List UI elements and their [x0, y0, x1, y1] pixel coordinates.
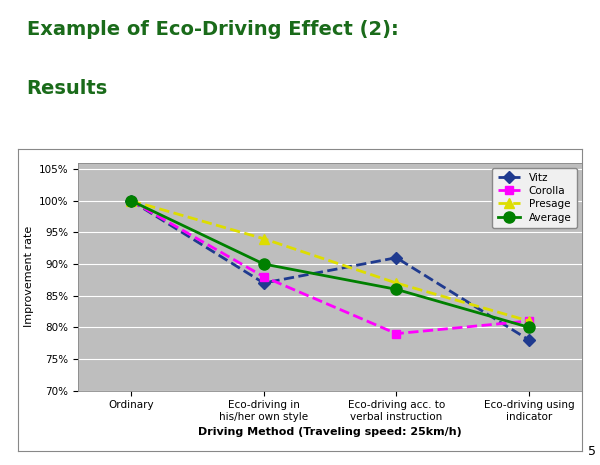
- Text: by energy-saving driving: by energy-saving driving: [206, 206, 394, 219]
- Vitz: [393, 255, 400, 260]
- Average: [127, 198, 134, 204]
- Line: Corolla: Corolla: [127, 197, 533, 338]
- Text: 5: 5: [589, 445, 596, 458]
- Corolla: [393, 331, 400, 337]
- Legend: Vitz, Corolla, Presage, Average: Vitz, Corolla, Presage, Average: [493, 168, 577, 228]
- Presage: [526, 318, 533, 324]
- Presage: [260, 236, 267, 241]
- Average: [393, 286, 400, 292]
- Average: [526, 325, 533, 330]
- Line: Vitz: Vitz: [127, 197, 533, 344]
- Presage: [127, 198, 134, 204]
- Vitz: [526, 337, 533, 343]
- Average: [260, 261, 267, 267]
- Text: Results: Results: [26, 79, 108, 98]
- Corolla: [127, 198, 134, 204]
- Text: Improvement of Fuel Consumption: Improvement of Fuel Consumption: [170, 173, 430, 186]
- Text: Example of Eco-Driving Effect (2):: Example of Eco-Driving Effect (2):: [26, 20, 398, 40]
- Line: Average: Average: [125, 195, 535, 333]
- Presage: [393, 280, 400, 286]
- Vitz: [260, 280, 267, 286]
- Corolla: [260, 274, 267, 279]
- Y-axis label: Improvement rate: Improvement rate: [25, 226, 34, 327]
- Vitz: [127, 198, 134, 204]
- Corolla: [526, 318, 533, 324]
- Line: Presage: Presage: [126, 196, 534, 326]
- X-axis label: Driving Method (Traveling speed: 25km/h): Driving Method (Traveling speed: 25km/h): [198, 427, 462, 438]
